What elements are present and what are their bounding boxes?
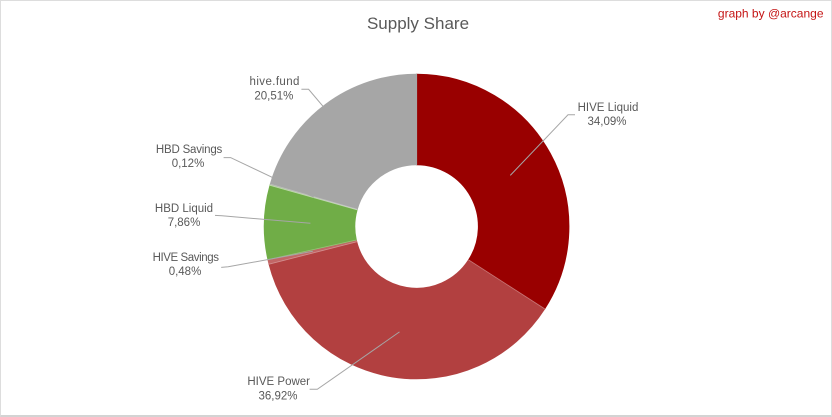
svg-text:HIVE Savings: HIVE Savings [153,252,220,264]
svg-text:0,12%: 0,12% [172,158,205,170]
svg-text:HIVE Power: HIVE Power [247,376,310,388]
svg-text:36,92%: 36,92% [258,391,297,403]
svg-text:HBD Liquid: HBD Liquid [155,203,213,215]
svg-text:0,48%: 0,48% [169,266,202,278]
svg-text:20,51%: 20,51% [254,90,293,102]
svg-text:hive.fund: hive.fund [250,76,300,88]
svg-text:HIVE Liquid: HIVE Liquid [578,102,639,114]
svg-text:7,86%: 7,86% [168,217,201,229]
svg-text:Supply Share: Supply Share [367,14,469,33]
svg-text:34,09%: 34,09% [587,116,626,128]
svg-text:graph by @arcange: graph by @arcange [718,6,824,20]
svg-text:HBD Savings: HBD Savings [156,144,223,156]
